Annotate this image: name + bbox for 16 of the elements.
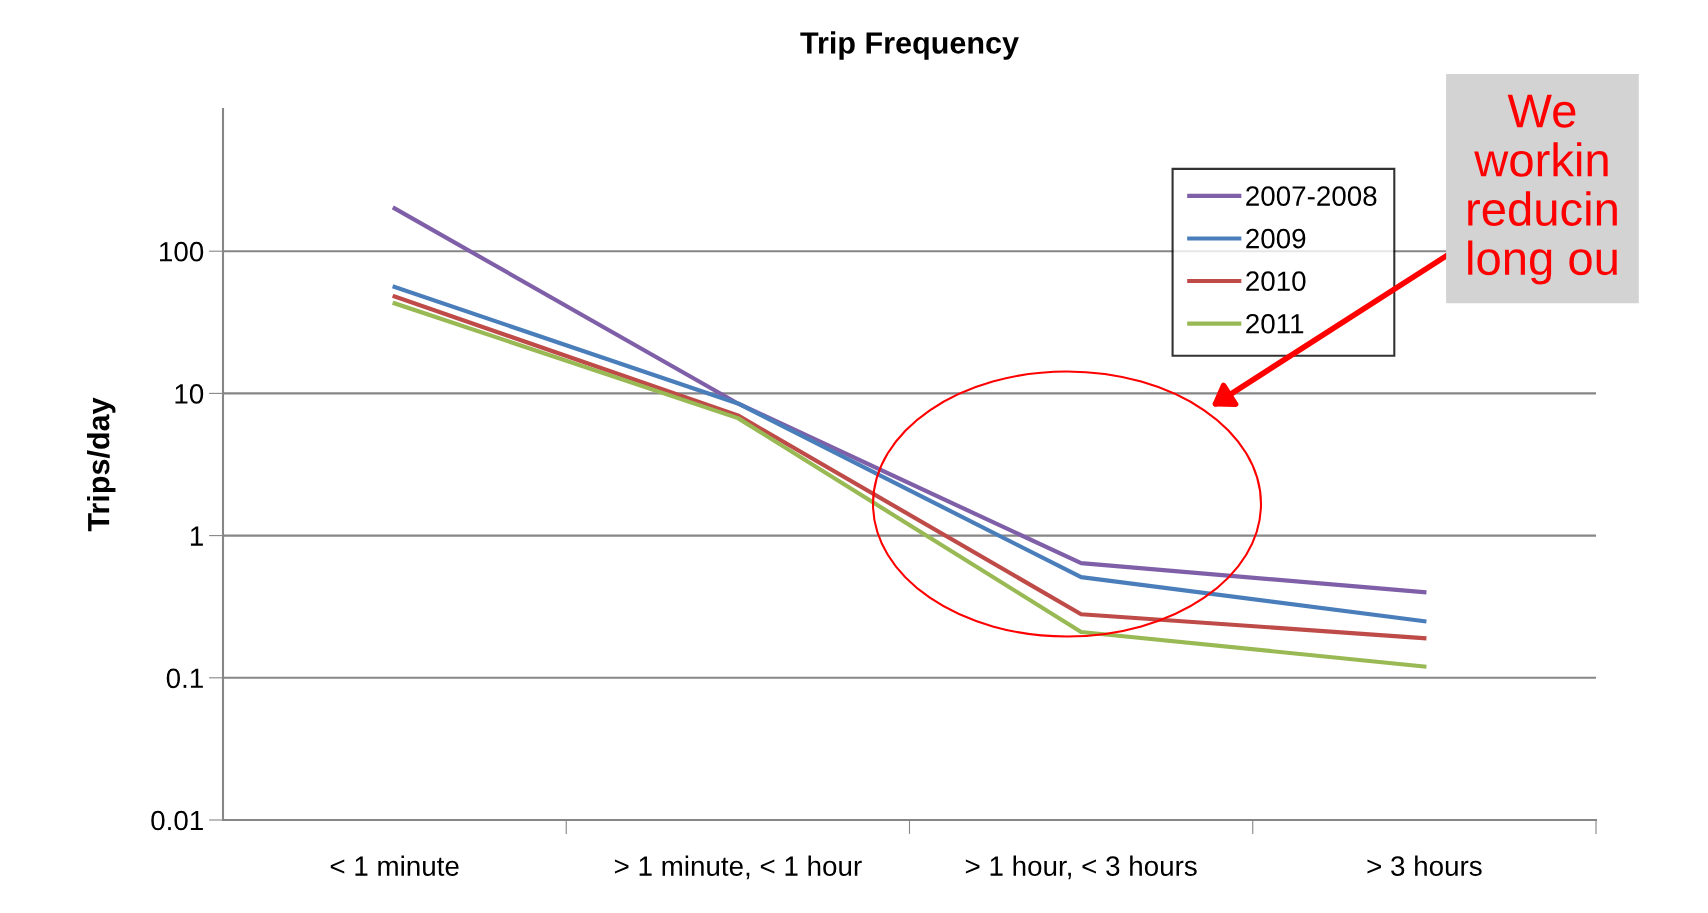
y-tick-label: 1 <box>190 526 203 546</box>
legend-label: 2010 <box>1246 271 1306 292</box>
y-tick-label: 10 <box>175 384 204 404</box>
legend-label: 2009 <box>1246 228 1306 249</box>
chart-title: Trip Frequency <box>800 31 1019 60</box>
x-tick-label: > 1 hour, < 3 hours <box>965 855 1197 880</box>
y-tick-label: 0.1 <box>166 668 203 689</box>
y-tick-label: 0.01 <box>151 810 203 831</box>
legend-label: 2011 <box>1246 313 1304 334</box>
y-axis-title: Trips/day <box>86 397 116 532</box>
x-tick-label: < 1 minute <box>330 855 459 876</box>
y-tick-label: 100 <box>160 241 204 262</box>
x-tick-label: > 1 minute, < 1 hour <box>614 855 862 880</box>
annotation: We workin reducin long ou <box>1468 94 1617 285</box>
legend-label: 2007-2008 <box>1246 186 1377 206</box>
x-tick-label: > 3 hours <box>1367 855 1482 876</box>
